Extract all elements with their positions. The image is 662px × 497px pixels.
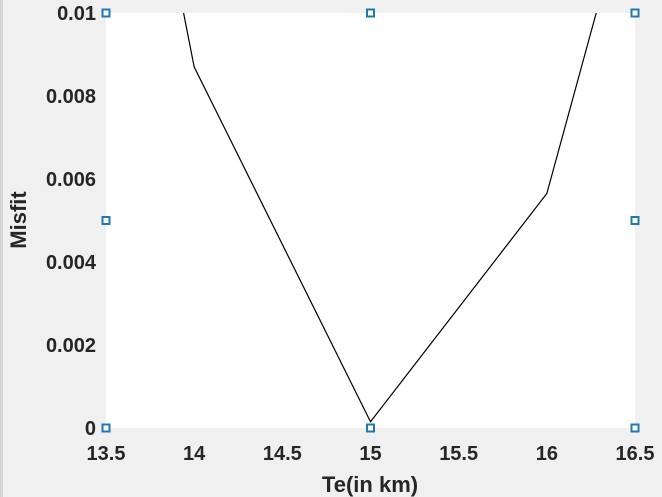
data-point-marker bbox=[630, 423, 640, 433]
x-tick-label: 16 bbox=[536, 443, 558, 465]
x-tick-label: 15 bbox=[359, 443, 381, 465]
data-point-marker bbox=[101, 423, 111, 433]
data-point-marker bbox=[630, 8, 640, 18]
y-tick-label: 0.008 bbox=[46, 86, 96, 108]
data-point-marker bbox=[366, 8, 375, 18]
plot-area bbox=[106, 13, 635, 428]
y-tick-label: 0 bbox=[85, 418, 96, 440]
y-tick-label: 0.006 bbox=[46, 169, 96, 191]
data-point-marker bbox=[630, 216, 640, 225]
x-tick-label: 13.5 bbox=[87, 443, 126, 465]
window-edge bbox=[0, 0, 3, 497]
x-axis-label: Te(in km) bbox=[322, 472, 418, 497]
y-axis-label: Misfit bbox=[6, 191, 31, 249]
x-tick-label: 16.5 bbox=[616, 443, 655, 465]
x-tick-label: 14 bbox=[183, 443, 206, 465]
data-point-marker bbox=[101, 216, 111, 225]
data-point-marker bbox=[366, 423, 375, 433]
x-tick-label: 15.5 bbox=[439, 443, 478, 465]
y-tick-label: 0.002 bbox=[46, 335, 96, 357]
x-tick-label: 14.5 bbox=[263, 443, 302, 465]
y-tick-label: 0.004 bbox=[46, 252, 97, 274]
y-tick-label: 0.01 bbox=[57, 3, 96, 25]
misfit-series-line bbox=[183, 12, 597, 423]
data-point-marker bbox=[101, 8, 111, 18]
